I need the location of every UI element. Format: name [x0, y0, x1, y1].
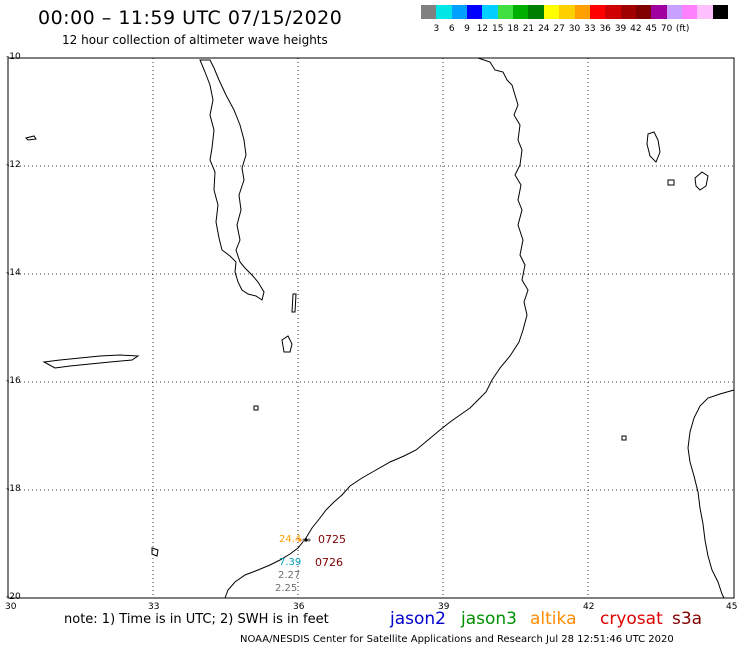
small-island-2 [291, 293, 297, 313]
wave-height-label: 7.39 [279, 557, 302, 568]
legend-tick: 27 [553, 24, 565, 34]
legend-tick: 70 [660, 24, 673, 34]
legend-swatch [620, 5, 637, 19]
x-label: 39 [438, 602, 450, 612]
small-island-7 [667, 179, 675, 186]
page-subtitle: 12 hour collection of altimeter wave hei… [62, 33, 328, 47]
satellite-label-cryosat: cryosat [600, 609, 663, 629]
legend-swatch [574, 5, 591, 19]
legend-swatch [513, 5, 529, 19]
legend-tick: 6 [448, 24, 455, 34]
time-label: 0725 [318, 533, 346, 546]
track-point [298, 538, 302, 542]
madagascar-coastline [687, 389, 735, 599]
legend-tick: 3 [433, 24, 440, 34]
legend-tick: 33 [584, 24, 596, 34]
legend-swatch [712, 5, 729, 19]
legend-swatch [651, 5, 668, 19]
legend-swatch [666, 5, 683, 19]
legend-swatch [681, 5, 698, 19]
y-label: -14 [6, 268, 21, 278]
legend-tick: 15 [492, 24, 504, 34]
satellite-label-jason2: jason2 [390, 609, 446, 629]
legend-swatch [467, 5, 483, 19]
comoros-island [646, 131, 661, 163]
legend-tick: 36 [599, 24, 611, 34]
track-point [307, 538, 311, 542]
x-label: 36 [293, 602, 305, 612]
lake-kariba-outline [42, 354, 140, 369]
legend-tick: 24 [538, 24, 550, 34]
x-label: 45 [726, 602, 738, 612]
legend-swatch [697, 5, 714, 19]
y-label: -18 [6, 484, 21, 494]
page-title: 00:00 – 11:59 UTC 07/15/2020 [38, 7, 343, 29]
track-point [304, 538, 308, 542]
legend-tick: 21 [522, 24, 535, 34]
satellite-label-altika: altika [530, 609, 577, 629]
legend-unit: (ft) [675, 24, 690, 34]
wave-height-label: 24.4 [279, 534, 302, 545]
legend-swatch [528, 5, 545, 19]
legend-swatch [497, 5, 514, 19]
y-label: -10 [6, 52, 21, 62]
legend-tick: 12 [476, 24, 489, 34]
legend-swatch [482, 5, 499, 19]
footer-note: note: 1) Time is in UTC; 2) SWH is in fe… [64, 612, 329, 627]
legend-swatch [635, 5, 652, 19]
mozambique-coastline [224, 57, 529, 599]
legend-tick: 42 [630, 24, 642, 34]
coastlines [25, 57, 735, 599]
y-label: -12 [6, 160, 21, 170]
y-label: -20 [6, 592, 21, 602]
wave-height-label: 2.25 [275, 583, 298, 594]
x-label: 42 [583, 602, 595, 612]
x-label: 30 [5, 602, 17, 612]
legend-tick: 9 [464, 24, 470, 34]
small-island-6 [621, 435, 627, 441]
wave-height-label: 2.27 [278, 570, 301, 581]
mayotte-island [694, 171, 709, 191]
legend-swatch [605, 5, 622, 19]
x-label: 33 [148, 602, 160, 612]
legend-swatch [589, 5, 606, 19]
legend-swatch [421, 5, 437, 19]
altimeter-track [298, 538, 311, 542]
legend-swatch [543, 5, 560, 19]
legend-tick: 30 [568, 24, 581, 34]
legend-tick: 45 [645, 24, 657, 34]
credit-line: NOAA/NESDIS Center for Satellite Applica… [240, 634, 674, 645]
map-border [7, 57, 735, 599]
time-label: 0726 [315, 556, 343, 569]
wave-height-legend: 3 6 9 12 15 18 21 24 27 30 33 36 39 42 45 70 (ft) [421, 5, 729, 39]
legend-swatch [559, 5, 575, 19]
legend-swatch [436, 5, 453, 19]
legend-tick: 39 [614, 24, 627, 34]
small-island [281, 335, 293, 353]
legend-swatch [451, 5, 468, 19]
satellite-label-jason3: jason3 [461, 609, 517, 629]
y-label: -16 [6, 376, 21, 386]
lake-malawi-outline [199, 59, 265, 301]
legend-tick: 18 [507, 24, 519, 34]
satellite-label-s3a: s3a [672, 609, 703, 629]
small-island-4 [25, 135, 37, 141]
gridlines [8, 58, 734, 598]
small-island-5 [253, 405, 259, 411]
small-island-3 [151, 547, 159, 557]
